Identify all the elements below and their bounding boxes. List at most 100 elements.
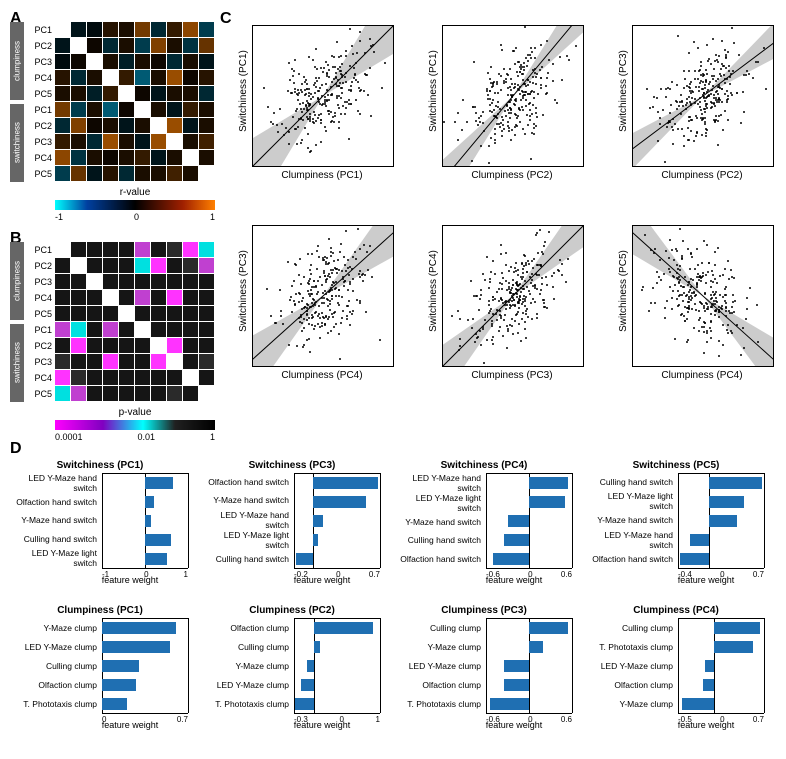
scatter-point: [321, 322, 323, 324]
scatter-panel: Switchiness (PC3)Clumpiness (PC4): [230, 220, 400, 400]
scatter-point: [300, 118, 302, 120]
bar-xlabel: feature weight: [646, 575, 766, 585]
scatter-point: [328, 76, 330, 78]
scatter-point: [325, 130, 327, 132]
scatter-point: [513, 299, 515, 301]
heatmap-cell: [119, 70, 134, 85]
scatter-point: [679, 228, 681, 230]
heatmap-cell: [55, 258, 70, 273]
bar-item-label: Y-Maze clump: [202, 656, 292, 675]
scatter-point: [558, 270, 560, 272]
scatter-point: [676, 84, 678, 86]
heatmap-cell: [55, 70, 70, 85]
scatter-point: [677, 35, 679, 37]
bar-title: Switchiness (PC4): [394, 460, 574, 471]
scatter-point: [473, 295, 475, 297]
heatmap-cell: [151, 290, 166, 305]
scatter-point: [356, 299, 358, 301]
heatmap-cell: [199, 38, 214, 53]
tick: 0: [134, 212, 139, 222]
heatmap-cell: [103, 166, 118, 181]
bar-plot: Culling hand switchLED Y-Maze light swit…: [586, 473, 766, 568]
scatter-point: [346, 318, 348, 320]
scatter-point: [332, 252, 334, 254]
scatter-point: [341, 76, 343, 78]
bar: [301, 679, 314, 691]
heatmap-grid-B: [55, 242, 205, 401]
heatmap-cell: [135, 134, 150, 149]
heatmap-cell: [167, 386, 182, 401]
scatter-point: [280, 315, 282, 317]
bar-item-label: Culling hand switch: [586, 473, 676, 491]
scatter-point: [309, 103, 311, 105]
scatter-point: [548, 59, 550, 61]
scatter-point: [667, 87, 669, 89]
scatter-ylabel: Switchiness (PC5): [618, 221, 629, 361]
scatter-point: [664, 307, 666, 309]
heatmap-cell: [55, 290, 70, 305]
scatter-point: [492, 336, 494, 338]
heatmap-cell: [103, 258, 118, 273]
heatmap-cell: [87, 306, 102, 321]
heatmap-cell: [103, 38, 118, 53]
scatter-point: [506, 105, 508, 107]
bar-plot: Y-Maze clumpLED Y-Maze clumpCulling clum…: [10, 618, 190, 713]
scatter-point: [501, 272, 503, 274]
scatter-point: [353, 67, 355, 69]
scatter-point: [721, 88, 723, 90]
scatter-point: [514, 63, 516, 65]
scatter-point: [488, 300, 490, 302]
bar: [504, 534, 529, 546]
scatter-point: [683, 292, 685, 294]
row-label: PC5: [30, 386, 52, 402]
row-label: PC4: [30, 370, 52, 386]
bar-panel: Clumpiness (PC1)Y-Maze clumpLED Y-Maze c…: [10, 605, 190, 740]
scatter-box: [632, 225, 774, 367]
scatter-point: [724, 268, 726, 270]
scatter-point: [703, 305, 705, 307]
scatter-point: [496, 309, 498, 311]
scatter-point: [713, 68, 715, 70]
scatter-point: [668, 257, 670, 259]
heatmap-cell: [183, 86, 198, 101]
heatmap-cell: [167, 150, 182, 165]
heatmap-cell: [71, 274, 86, 289]
scatter-point: [686, 318, 688, 320]
bar-item-label: LED Y-Maze hand switch: [586, 530, 676, 550]
scatter-point: [317, 117, 319, 119]
scatter-point: [291, 311, 293, 313]
heatmap-cell: [199, 274, 214, 289]
bar: [102, 660, 139, 672]
scatter-point: [479, 330, 481, 332]
bar-labels: Olfaction hand switchY-Maze hand switchL…: [202, 473, 292, 568]
scatter-point: [295, 264, 297, 266]
bar: [529, 496, 565, 508]
scatter-point: [514, 134, 516, 136]
row-label: PC3: [30, 54, 52, 70]
scatter-point: [457, 139, 459, 141]
scatter-point: [526, 114, 528, 116]
heatmap-cell: [71, 386, 86, 401]
colorbar-ticks-B: 0.0001 0.01 1: [55, 432, 215, 442]
scatter-point: [307, 133, 309, 135]
scatter-point: [303, 276, 305, 278]
scatter-point: [714, 310, 716, 312]
heatmap-cell: [135, 54, 150, 69]
heatmap-cell: [135, 38, 150, 53]
heatmap-cell: [183, 242, 198, 257]
heatmap-cell: [87, 242, 102, 257]
heatmap-cell: [119, 150, 134, 165]
scatter-point: [315, 286, 317, 288]
scatter-point: [494, 298, 496, 300]
bar-item-label: Y-Maze hand switch: [202, 491, 292, 509]
scatter-point: [498, 330, 500, 332]
heatmap-cell: [87, 370, 102, 385]
scatter-point: [677, 278, 679, 280]
bar: [493, 553, 529, 565]
tick: 0.01: [137, 432, 155, 442]
bar-xlabel: feature weight: [262, 720, 382, 730]
scatter-point: [343, 285, 345, 287]
scatter-point: [536, 288, 538, 290]
heatmap-cell: [135, 86, 150, 101]
scatter-point: [341, 270, 343, 272]
